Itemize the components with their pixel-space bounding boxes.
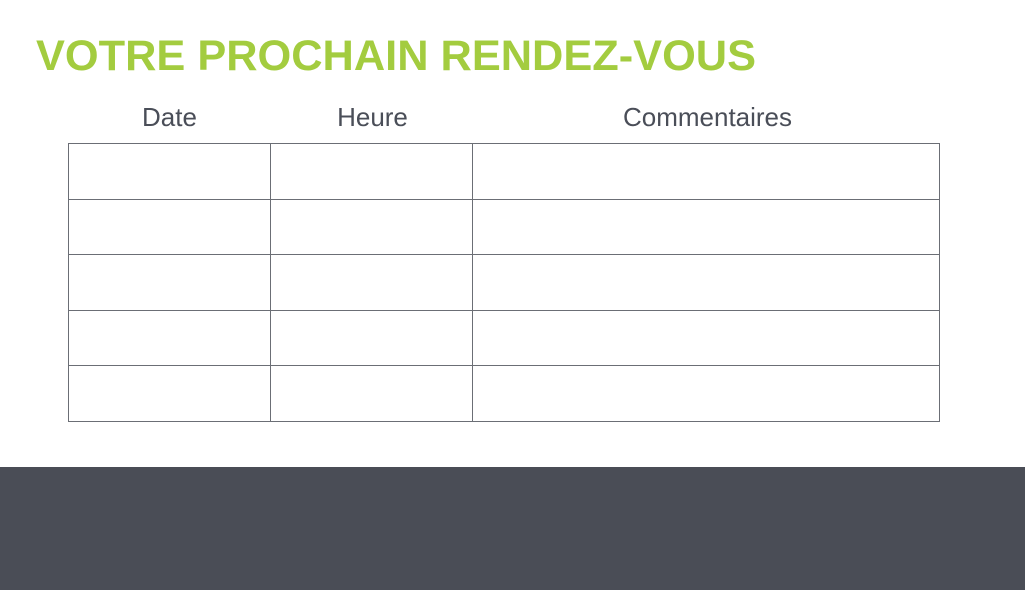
appointment-table [68,143,940,422]
footer-band [0,467,1025,590]
column-header-commentaires: Commentaires [622,102,793,132]
heure-cell[interactable] [270,309,473,366]
date-cell[interactable] [68,365,271,422]
date-cell[interactable] [68,309,271,366]
heure-cell[interactable] [270,198,473,255]
heure-cell[interactable] [270,143,473,200]
table-row [68,365,940,422]
commentaires-cell[interactable] [472,254,940,311]
column-header-heure: Heure [337,102,408,132]
table-row [68,143,940,200]
heure-cell[interactable] [270,365,473,422]
date-cell[interactable] [68,254,271,311]
table-row [68,309,940,366]
commentaires-cell[interactable] [472,309,940,366]
table-row [68,198,940,255]
heure-cell[interactable] [270,254,473,311]
date-cell[interactable] [68,198,271,255]
column-header-date: Date [142,102,197,132]
date-cell[interactable] [68,143,271,200]
page-title-text: VOTRE PROCHAIN RENDEZ-VOUS [36,32,756,78]
commentaires-cell[interactable] [472,198,940,255]
page-title: VOTRE PROCHAIN RENDEZ-VOUS [36,30,758,78]
table-row [68,254,940,311]
commentaires-cell[interactable] [472,365,940,422]
commentaires-cell[interactable] [472,143,940,200]
